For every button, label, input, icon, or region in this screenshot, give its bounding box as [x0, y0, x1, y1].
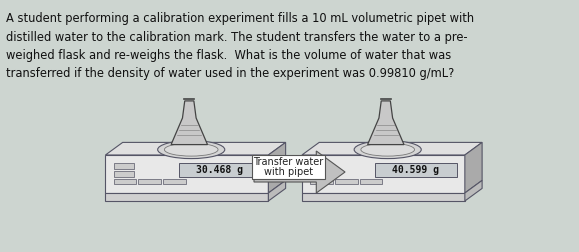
Polygon shape	[171, 101, 207, 145]
Bar	[310, 179, 333, 184]
Polygon shape	[302, 193, 465, 201]
Polygon shape	[105, 155, 269, 193]
Bar	[113, 171, 134, 177]
Bar	[360, 179, 382, 184]
Text: distilled water to the calibration mark. The student transfers the water to a pr: distilled water to the calibration mark.…	[6, 30, 467, 44]
Bar	[113, 179, 137, 184]
Ellipse shape	[354, 141, 422, 159]
Polygon shape	[269, 180, 285, 201]
Polygon shape	[105, 142, 285, 155]
Bar	[252, 155, 325, 179]
Polygon shape	[254, 151, 345, 193]
Text: transferred if the density of water used in the experiment was 0.99810 g/mL?: transferred if the density of water used…	[6, 68, 454, 80]
Polygon shape	[368, 101, 404, 145]
Bar	[375, 163, 457, 177]
Bar	[335, 179, 358, 184]
Bar	[179, 163, 260, 177]
Polygon shape	[269, 142, 285, 193]
Bar	[310, 163, 331, 169]
Polygon shape	[302, 155, 465, 193]
Text: 40.599 g: 40.599 g	[393, 165, 439, 175]
Ellipse shape	[361, 143, 415, 156]
Text: weighed flask and re-weighs the flask.  What is the volume of water that was: weighed flask and re-weighs the flask. W…	[6, 49, 451, 62]
Bar	[163, 179, 186, 184]
Polygon shape	[105, 193, 269, 201]
Ellipse shape	[164, 143, 218, 156]
Bar	[138, 179, 161, 184]
Ellipse shape	[157, 141, 225, 159]
Polygon shape	[465, 180, 482, 201]
Text: 30.468 g: 30.468 g	[196, 165, 243, 175]
Bar	[310, 171, 331, 177]
Bar	[113, 163, 134, 169]
Text: A student performing a calibration experiment fills a 10 mL volumetric pipet wit: A student performing a calibration exper…	[6, 12, 474, 25]
Text: Transfer water: Transfer water	[254, 157, 324, 167]
Polygon shape	[465, 142, 482, 193]
Text: with pipet: with pipet	[264, 167, 313, 177]
Polygon shape	[302, 142, 482, 155]
